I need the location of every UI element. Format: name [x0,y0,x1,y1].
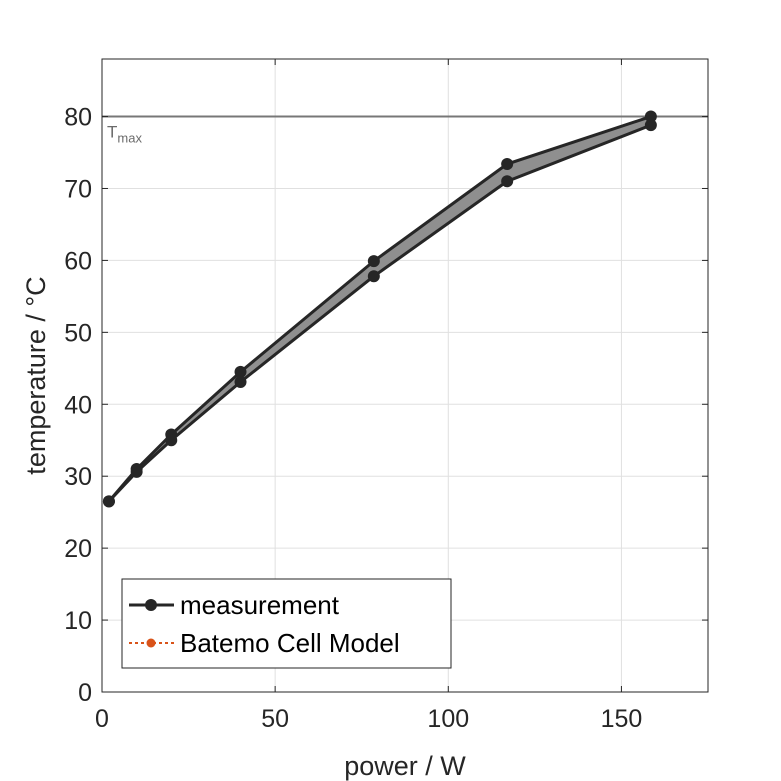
measurement-point-upper [367,255,380,268]
measurement-point-lower [102,495,115,508]
x-tick-label: 50 [261,705,289,733]
y-tick-label: 20 [64,535,92,563]
y-axis-label: temperature / °C [21,276,51,474]
measurement-point-lower [165,434,178,447]
legend: measurement Batemo Cell Model [121,578,452,669]
legend-label: measurement [180,590,340,620]
y-tick-label: 40 [64,391,92,419]
measurement-point-lower [130,465,143,478]
axes: 0 50 100 150 0 10 20 30 40 50 60 70 80 [64,58,709,733]
measurement-point-upper [234,365,247,378]
measurement-point-lower [234,375,247,388]
legend-box [121,578,452,669]
measurement-point-lower [644,119,657,132]
x-tick-label: 150 [601,705,643,733]
legend-marker [145,599,157,611]
y-tick-label: 60 [64,247,92,275]
y-tick-label: 80 [64,104,92,132]
measurement-point-upper [644,110,657,123]
x-tick-label: 0 [95,705,109,733]
reference-line-label-sub: max [117,131,142,146]
y-tick-label: 30 [64,463,92,491]
x-axis-label: power / W [344,751,466,781]
y-tick-label: 70 [64,175,92,203]
y-tick-label: 50 [64,319,92,347]
measurement-point-lower [501,175,514,188]
measurement-point-lower [367,270,380,283]
legend-marker [146,638,156,648]
y-tick-label: 0 [78,679,92,707]
x-tick-label: 100 [427,705,469,733]
axes-box [101,58,709,693]
axis-labels: power / W temperature / °C [21,276,466,781]
measurement-point-upper [501,158,514,171]
data-band-group [102,110,657,508]
legend-label: Batemo Cell Model [180,628,400,658]
y-tick-label: 10 [64,607,92,635]
